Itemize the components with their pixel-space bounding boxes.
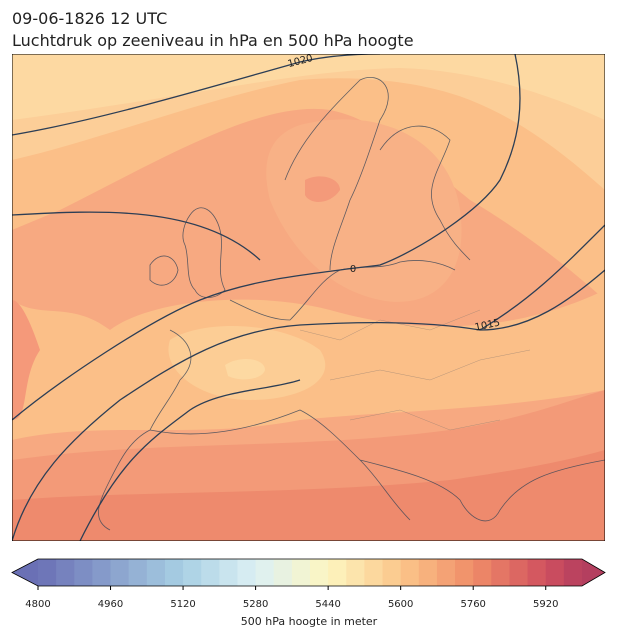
isobar xyxy=(12,269,605,541)
colorbar-band xyxy=(346,559,365,586)
field xyxy=(305,176,340,202)
colorbar-tick-label: 5280 xyxy=(243,599,268,610)
contour-label: 0 xyxy=(350,264,356,275)
colorbar-band xyxy=(509,559,529,586)
colorbar-band xyxy=(255,559,275,586)
colorbar-band xyxy=(237,559,257,586)
coastline xyxy=(149,207,226,298)
colorbar-tick-label: 5440 xyxy=(315,599,340,610)
field xyxy=(12,450,605,541)
colorbar-band xyxy=(436,559,456,586)
colorbar-band xyxy=(201,559,220,586)
colorbar-band xyxy=(400,559,420,586)
colorbar-band xyxy=(74,559,93,586)
colorbar-band xyxy=(291,559,311,586)
colorbar-band xyxy=(92,559,112,586)
colorbar-band xyxy=(128,559,148,586)
colorbar-band xyxy=(491,559,510,586)
colorbar-tick-label: 5600 xyxy=(388,599,413,610)
colorbar-band xyxy=(418,559,438,586)
colorbar-band xyxy=(146,559,166,586)
colorbar-band xyxy=(328,559,347,586)
colorbar-band xyxy=(364,559,384,586)
colorbar-tick-label: 5120 xyxy=(170,599,195,610)
colorbar-band xyxy=(473,559,492,586)
colorbar-outline xyxy=(11,558,606,587)
colorbar-band xyxy=(56,559,75,586)
isobar xyxy=(79,379,301,541)
field xyxy=(12,54,605,120)
title: 09-06-1826 12 UTC xyxy=(12,9,167,28)
subtitle: Luchtdruk op zeeniveau in hPa en 500 hPa… xyxy=(12,31,414,50)
colorbar-band xyxy=(219,559,238,586)
colorbar-tick-label: 4960 xyxy=(98,599,123,610)
isobar xyxy=(12,54,521,421)
field xyxy=(225,358,265,380)
colorbar-band xyxy=(382,559,402,586)
colorbar-tick-label: 4800 xyxy=(25,599,50,610)
isobar xyxy=(12,54,381,136)
field xyxy=(266,119,462,302)
colorbar-band xyxy=(310,559,329,586)
colorbar-band xyxy=(527,559,547,586)
colorbar-tick-label: 5760 xyxy=(460,599,485,610)
colorbar-band xyxy=(563,559,583,586)
colorbar-band xyxy=(273,559,293,586)
colorbar-label: 500 hPa hoogte in meter xyxy=(241,615,378,628)
colorbar-band xyxy=(110,559,130,586)
colorbar-extend xyxy=(582,559,605,586)
colorbar-band xyxy=(455,559,474,586)
map xyxy=(12,54,605,541)
isobar xyxy=(12,211,261,261)
contour-label: 1015 xyxy=(474,318,501,334)
colorbar-band xyxy=(545,559,565,586)
colorbar: 4800 4960 5120 5280 5440 5600 5760 5920 500 hPa … xyxy=(11,558,606,628)
colorbar-band xyxy=(38,559,57,586)
colorbar-band xyxy=(164,559,184,586)
colorbar-tick-label: 5920 xyxy=(533,599,558,610)
colorbar-band xyxy=(183,559,202,586)
colorbar-extend xyxy=(12,559,38,586)
field xyxy=(12,300,40,420)
coastline xyxy=(284,77,471,271)
border xyxy=(299,309,531,431)
isobar xyxy=(479,224,605,331)
